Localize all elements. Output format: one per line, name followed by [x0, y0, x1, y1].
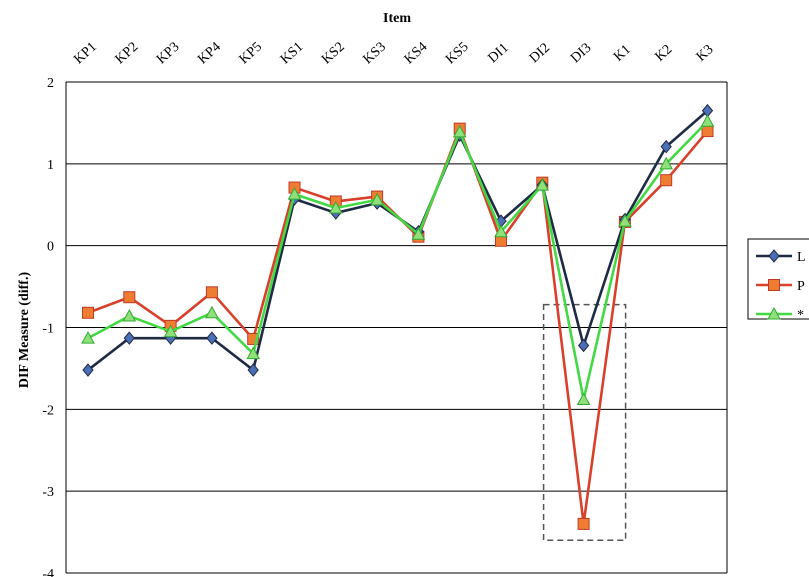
- legend-marker: [768, 279, 780, 291]
- data-point: [700, 114, 715, 127]
- data-point: [163, 324, 178, 338]
- legend-label: P: [797, 279, 805, 294]
- data-point: [81, 331, 95, 344]
- data-point: [452, 124, 467, 138]
- legend: LP *: [747, 238, 809, 323]
- data-point: [370, 192, 384, 206]
- data-point: [247, 363, 259, 377]
- data-point: [494, 224, 508, 238]
- x-tick-label: KS2: [319, 39, 348, 67]
- x-tick-label: KP3: [154, 39, 183, 67]
- x-tick-label: DI3: [568, 41, 594, 67]
- highlight-box: [542, 303, 627, 542]
- legend-label: *: [797, 308, 804, 323]
- data-point: [659, 156, 674, 170]
- x-tick-label: K3: [694, 42, 717, 65]
- data-point: [577, 338, 590, 353]
- data-point: [82, 306, 94, 319]
- series-star: [81, 114, 715, 406]
- y-tick-label: 2: [47, 76, 54, 91]
- data-point: [123, 331, 135, 345]
- data-point: [577, 517, 590, 530]
- data-point: [618, 214, 632, 227]
- x-tick-label: DI1: [486, 41, 512, 67]
- legend-marker: [768, 249, 780, 263]
- data-point: [246, 346, 261, 360]
- data-point: [660, 174, 673, 187]
- x-tick-label: KS4: [402, 39, 431, 67]
- x-tick-label: KS3: [360, 39, 389, 67]
- y-tick-label: -2: [42, 403, 54, 418]
- data-point: [205, 286, 218, 299]
- x-tick-label: KP2: [113, 39, 142, 67]
- x-tick-label: K1: [611, 42, 634, 65]
- data-point: [287, 187, 302, 200]
- y-axis-title: DIF Measure (diff.): [17, 272, 32, 389]
- x-tick-label: K2: [652, 42, 675, 65]
- data-point: [576, 392, 591, 406]
- legend-label: L: [797, 250, 806, 265]
- x-tick-label: KS1: [278, 39, 307, 67]
- data-point: [660, 139, 672, 154]
- dashed-highlight-box: [542, 303, 627, 542]
- x-tick-label: KP1: [71, 39, 100, 67]
- data-point: [82, 363, 94, 377]
- series-line: [87, 109, 709, 372]
- x-tick-label: KP5: [237, 39, 266, 67]
- y-tick-label: -3: [42, 485, 54, 500]
- x-tick-label: KS5: [443, 39, 472, 67]
- x-tick-label: KP4: [195, 39, 224, 67]
- data-point: [701, 125, 714, 138]
- data-point: [535, 178, 550, 191]
- data-point: [411, 227, 426, 240]
- data-point: [247, 332, 260, 345]
- series-P: [82, 122, 714, 530]
- series-group: [81, 103, 715, 530]
- data-point: [206, 331, 218, 345]
- data-point: [122, 308, 137, 322]
- series-line: [87, 120, 709, 401]
- data-point: [123, 291, 136, 304]
- data-point: [205, 305, 219, 319]
- y-tick-label: 0: [47, 240, 54, 255]
- y-tick-label: -4: [42, 567, 54, 577]
- y-tick-label: 1: [47, 158, 54, 173]
- series-L: [82, 103, 714, 377]
- data-point: [328, 200, 343, 214]
- y-tick-label: -1: [42, 322, 54, 337]
- x-axis-title: Item: [383, 11, 411, 26]
- x-tick-label: DI2: [527, 41, 553, 67]
- y-tick-labels: 2 1 0 -1 -2 -3 -4: [42, 76, 54, 577]
- x-tick-labels: KP1 KP2 KP3 KP4 KP5 KS1 KS2 KS3 KS4 KS5 DI1 DI2 DI3 K…: [71, 39, 716, 67]
- legend-marker: [767, 306, 781, 320]
